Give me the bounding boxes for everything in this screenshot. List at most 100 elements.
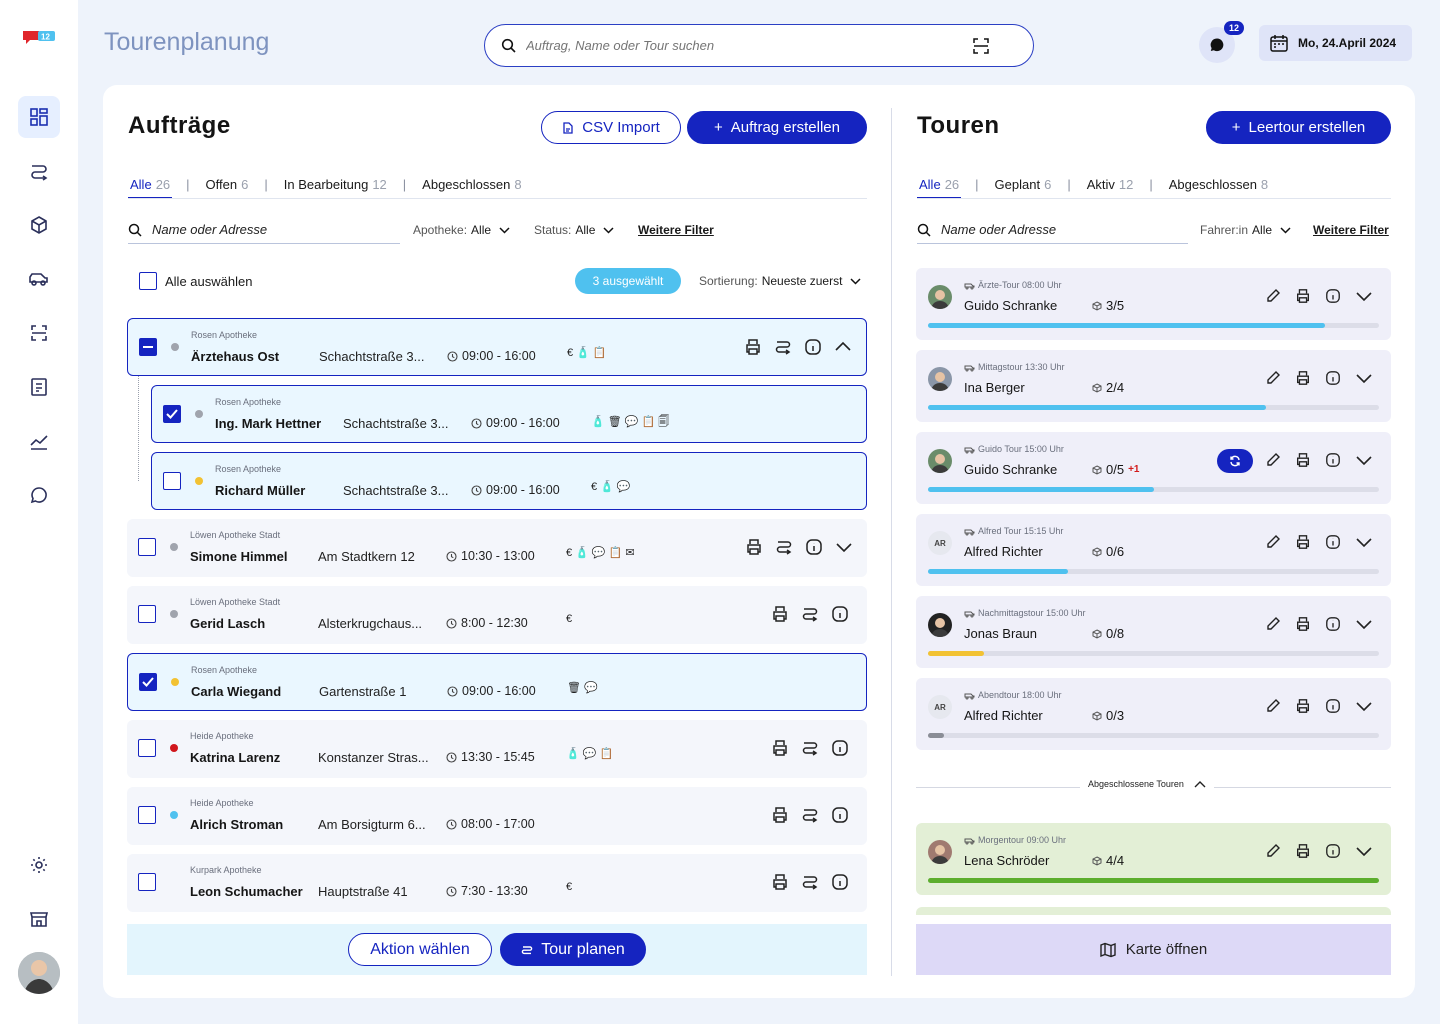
edit-icon[interactable]	[1265, 288, 1281, 304]
order-checkbox[interactable]	[138, 739, 156, 757]
order-checkbox-indeterminate[interactable]	[139, 338, 157, 356]
order-checkbox[interactable]	[138, 538, 156, 556]
status-filter[interactable]: Status: Alle	[534, 223, 614, 237]
nav-car-icon[interactable]	[18, 258, 60, 300]
info-icon[interactable]	[1325, 698, 1341, 714]
info-icon[interactable]	[805, 538, 823, 556]
chevron-down-icon[interactable]	[1355, 616, 1373, 632]
tab-orders-all[interactable]: Alle 26	[128, 170, 173, 199]
info-icon[interactable]	[831, 806, 849, 824]
print-icon[interactable]	[771, 806, 789, 824]
global-search[interactable]	[484, 24, 1034, 67]
order-card[interactable]: Heide Apotheke Alrich Stroman Am Borsigt…	[127, 787, 867, 845]
search-input[interactable]	[526, 38, 966, 53]
choose-action-button[interactable]: Aktion wählen	[348, 933, 492, 966]
info-icon[interactable]	[1325, 616, 1341, 632]
nav-chart-icon[interactable]	[18, 420, 60, 462]
info-icon[interactable]	[1325, 452, 1341, 468]
chevron-down-icon[interactable]	[1355, 370, 1373, 386]
open-map-button[interactable]: Karte öffnen	[916, 924, 1391, 975]
print-icon[interactable]	[1295, 616, 1311, 632]
order-checkbox[interactable]	[138, 605, 156, 623]
info-icon[interactable]	[1325, 288, 1341, 304]
completed-tours-toggle[interactable]: Abgeschlossene Touren	[1080, 779, 1214, 789]
create-empty-tour-button[interactable]: + Leertour erstellen	[1206, 111, 1391, 144]
tab-orders-completed[interactable]: Abgeschlossen 8	[420, 170, 523, 198]
scan-icon[interactable]	[972, 37, 990, 55]
print-icon[interactable]	[771, 739, 789, 757]
order-card[interactable]: Heide Apotheke Katrina Larenz Konstanzer…	[127, 720, 867, 778]
order-card[interactable]: Rosen Apotheke Richard Müller Schachtstr…	[151, 452, 867, 510]
order-card[interactable]: Rosen Apotheke Ärztehaus Ost Schachtstra…	[127, 318, 867, 376]
orders-more-filters-link[interactable]: Weitere Filter	[638, 223, 714, 237]
tour-card[interactable]: AR Alfred Tour 15:15 Uhr Alfred Richter …	[916, 514, 1391, 586]
print-icon[interactable]	[1295, 288, 1311, 304]
tour-card[interactable]: Mittagstour 13:30 Uhr Ina Berger 2/4	[916, 350, 1391, 422]
edit-icon[interactable]	[1265, 698, 1281, 714]
order-checkbox-checked[interactable]	[163, 405, 181, 423]
print-icon[interactable]	[1295, 452, 1311, 468]
chevron-up-icon[interactable]	[834, 338, 852, 356]
tour-card[interactable]: AR Abendtour 18:00 Uhr Alfred Richter 0/…	[916, 678, 1391, 750]
edit-icon[interactable]	[1265, 534, 1281, 550]
edit-icon[interactable]	[1265, 452, 1281, 468]
info-icon[interactable]	[1325, 370, 1341, 386]
sort-dropdown[interactable]: Sortierung: Neueste zuerst	[699, 274, 861, 288]
chevron-down-icon[interactable]	[1355, 698, 1373, 714]
tour-card[interactable]: Ärzte-Tour 08:00 Uhr Guido Schranke 3/5	[916, 268, 1391, 340]
tab-orders-in-progress[interactable]: In Bearbeitung 12	[282, 170, 389, 198]
sync-button[interactable]	[1217, 449, 1253, 473]
tab-orders-open[interactable]: Offen 6	[204, 170, 251, 198]
print-icon[interactable]	[1295, 698, 1311, 714]
tour-card[interactable]: Guido Tour 15:00 Uhr Guido Schranke 0/5 +…	[916, 432, 1391, 504]
order-card[interactable]: Löwen Apotheke Stadt Simone Himmel Am St…	[127, 519, 867, 577]
plan-tour-button[interactable]: Tour planen	[500, 933, 646, 966]
tab-tours-active[interactable]: Aktiv 12	[1085, 170, 1136, 198]
nav-route-icon[interactable]	[18, 150, 60, 192]
nav-chat-icon[interactable]	[18, 474, 60, 516]
chevron-down-icon[interactable]	[1355, 534, 1373, 550]
nav-store-icon[interactable]	[18, 898, 60, 940]
route-icon[interactable]	[775, 538, 793, 556]
info-icon[interactable]	[831, 873, 849, 891]
print-icon[interactable]	[1295, 843, 1311, 859]
info-icon[interactable]	[804, 338, 822, 356]
nav-invoice-icon[interactable]	[18, 366, 60, 408]
route-icon[interactable]	[801, 739, 819, 757]
edit-icon[interactable]	[1265, 616, 1281, 632]
edit-icon[interactable]	[1265, 843, 1281, 859]
tours-more-filters-link[interactable]: Weitere Filter	[1313, 223, 1389, 237]
chevron-down-icon[interactable]	[1355, 452, 1373, 468]
csv-import-button[interactable]: CSV Import	[541, 111, 681, 144]
info-icon[interactable]	[831, 605, 849, 623]
order-card[interactable]: Rosen Apotheke Ing. Mark Hettner Schacht…	[151, 385, 867, 443]
route-icon[interactable]	[774, 338, 792, 356]
nav-dashboard-icon[interactable]	[18, 96, 60, 138]
chevron-down-icon[interactable]	[835, 538, 853, 556]
print-icon[interactable]	[1295, 534, 1311, 550]
tour-card[interactable]: Nachmittagstour 15:00 Uhr Jonas Braun 0/…	[916, 596, 1391, 668]
print-icon[interactable]	[745, 538, 763, 556]
print-icon[interactable]	[1295, 370, 1311, 386]
orders-search-field[interactable]: Name oder Adresse	[128, 216, 400, 244]
order-checkbox-checked[interactable]	[139, 673, 157, 691]
info-icon[interactable]	[1325, 534, 1341, 550]
tour-card[interactable]: Morgentour 09:00 Uhr Lena Schröder 4/4	[916, 823, 1391, 895]
order-card[interactable]: Kurpark Apotheke Leon Schumacher Hauptst…	[127, 854, 867, 912]
info-icon[interactable]	[831, 739, 849, 757]
route-icon[interactable]	[801, 605, 819, 623]
order-checkbox[interactable]	[163, 472, 181, 490]
date-picker-button[interactable]: Mo, 24.April 2024	[1259, 25, 1412, 61]
driver-filter[interactable]: Fahrer:in Alle	[1200, 223, 1291, 237]
nav-settings-icon[interactable]	[18, 844, 60, 886]
order-checkbox[interactable]	[138, 873, 156, 891]
order-card[interactable]: Rosen Apotheke Carla Wiegand Gartenstraß…	[127, 653, 867, 711]
print-icon[interactable]	[771, 873, 789, 891]
edit-icon[interactable]	[1265, 370, 1281, 386]
order-card[interactable]: Löwen Apotheke Stadt Gerid Lasch Alsterk…	[127, 586, 867, 644]
tab-tours-completed[interactable]: Abgeschlossen 8	[1167, 170, 1270, 198]
print-icon[interactable]	[771, 605, 789, 623]
chevron-down-icon[interactable]	[1355, 288, 1373, 304]
route-icon[interactable]	[801, 873, 819, 891]
info-icon[interactable]	[1325, 843, 1341, 859]
